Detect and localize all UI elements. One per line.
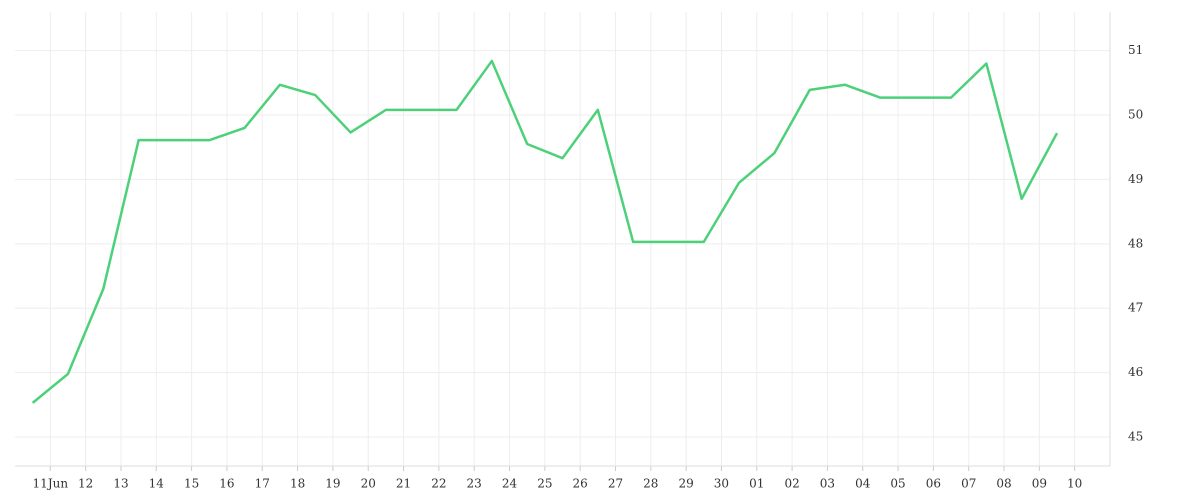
x-tick-label: 18 <box>290 477 305 491</box>
x-tick-label: 16 <box>219 477 234 491</box>
x-tick-label: 24 <box>502 477 518 491</box>
line-series <box>31 59 1059 404</box>
x-tick-label: 22 <box>431 477 446 491</box>
x-tick-label: 13 <box>113 477 128 491</box>
x-tick-label: 05 <box>890 477 905 491</box>
x-tick-label: 20 <box>361 477 376 491</box>
y-tick-label: 49 <box>1128 172 1143 186</box>
x-tick-label: 30 <box>714 477 729 491</box>
x-tick-label: 01 <box>749 477 764 491</box>
y-tick-label: 51 <box>1128 43 1143 57</box>
x-tick-label: 06 <box>926 477 941 491</box>
y-tick-label: 50 <box>1128 108 1143 122</box>
x-tick-label: 14 <box>149 477 165 491</box>
x-tick-label: 21 <box>396 477 411 491</box>
x-tick-label: 27 <box>608 477 623 491</box>
x-tick-label: 07 <box>961 477 976 491</box>
x-tick-label: 10 <box>1067 477 1082 491</box>
x-tick-label: 12 <box>78 477 93 491</box>
x-tick-label: 02 <box>784 477 799 491</box>
x-tick-label: 23 <box>467 477 482 491</box>
x-tick-label: 08 <box>996 477 1011 491</box>
y-tick-label: 48 <box>1128 236 1143 250</box>
x-tick-label: 26 <box>573 477 588 491</box>
x-tick-label: 19 <box>325 477 340 491</box>
x-tick-label: 03 <box>820 477 835 491</box>
y-tick-label: 47 <box>1128 301 1143 315</box>
x-tick-label: 25 <box>537 477 552 491</box>
x-tick-label: 11Jun <box>33 477 69 491</box>
y-tick-label: 46 <box>1128 365 1143 379</box>
x-tick-label: 29 <box>678 477 693 491</box>
x-tick-label: 09 <box>1032 477 1047 491</box>
x-tick-label: 15 <box>184 477 199 491</box>
x-tick-label: 28 <box>643 477 658 491</box>
x-tick-label: 04 <box>855 477 871 491</box>
y-tick-label: 45 <box>1128 430 1143 444</box>
x-tick-label: 17 <box>255 477 270 491</box>
